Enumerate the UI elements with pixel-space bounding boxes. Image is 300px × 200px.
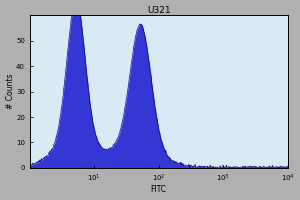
X-axis label: FITC: FITC — [151, 185, 167, 194]
Title: U321: U321 — [147, 6, 170, 15]
Y-axis label: # Counts: # Counts — [6, 74, 15, 109]
